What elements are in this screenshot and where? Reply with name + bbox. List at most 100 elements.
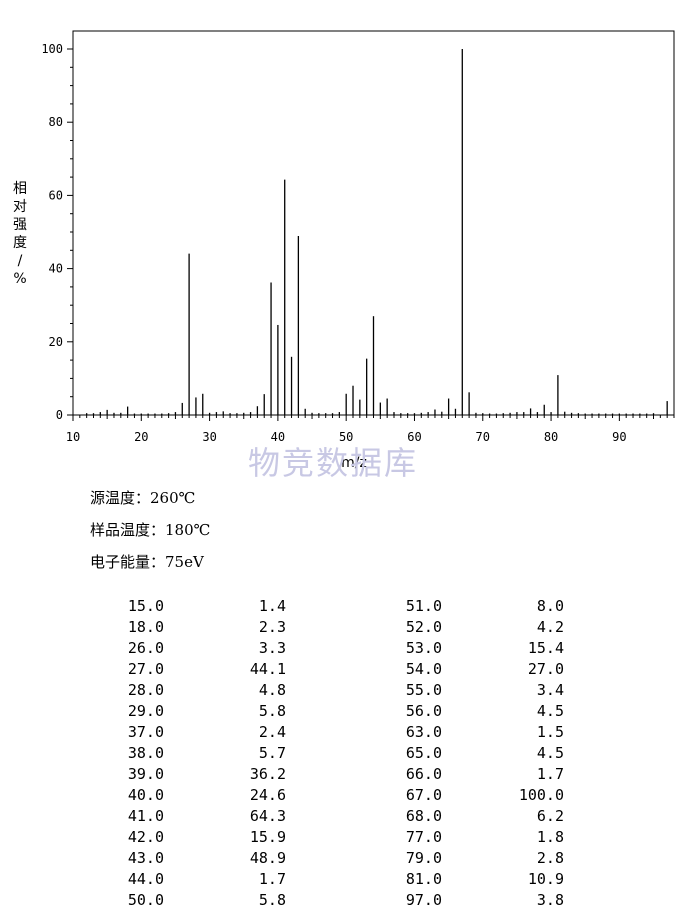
peak-mz: 77.0 [405, 828, 442, 846]
y-tick-label: 0 [56, 408, 63, 422]
peak-table-row: 50.0 5.8 [86, 890, 286, 911]
source-temperature: 源温度：260℃ [90, 487, 195, 508]
peak-table-row: 77.0 1.8 [364, 827, 564, 848]
peak-abundance: 5.7 [258, 744, 286, 762]
peak-abundance: 4.5 [536, 744, 564, 762]
peak-table-row: 54.0 27.0 [364, 659, 564, 680]
peak-abundance: 64.3 [249, 807, 286, 825]
peak-abundance: 4.8 [258, 681, 286, 699]
peak-table-row: 56.0 4.5 [364, 701, 564, 722]
peak-abundance: 24.6 [249, 786, 286, 804]
peak-table-row: 66.0 1.7 [364, 764, 564, 785]
peak-mz: 81.0 [405, 870, 442, 888]
x-axis-label: m/z [341, 455, 367, 471]
peak-mz: 27.0 [127, 660, 164, 678]
peak-table-row: 44.0 1.7 [86, 869, 286, 890]
peak-abundance: 1.7 [536, 765, 564, 783]
peak-table-row: 42.0 15.9 [86, 827, 286, 848]
peak-table-row: 68.0 6.2 [364, 806, 564, 827]
peak-abundance: 3.3 [258, 639, 286, 657]
peak-table-row: 53.0 15.4 [364, 638, 564, 659]
peak-mz: 63.0 [405, 723, 442, 741]
peak-mz: 42.0 [127, 828, 164, 846]
peak-table-row: 29.0 5.8 [86, 701, 286, 722]
peak-table-row: 39.0 36.2 [86, 764, 286, 785]
peak-abundance: 10.9 [527, 870, 564, 888]
peak-table-row: 81.0 10.9 [364, 869, 564, 890]
peak-table-row: 38.0 5.7 [86, 743, 286, 764]
peak-mz: 41.0 [127, 807, 164, 825]
peak-abundance: 5.8 [258, 702, 286, 720]
x-tick-label: 90 [612, 430, 626, 444]
peak-table-row: 43.0 48.9 [86, 848, 286, 869]
peak-mz: 67.0 [405, 786, 442, 804]
peak-abundance: 44.1 [249, 660, 286, 678]
x-tick-label: 20 [134, 430, 148, 444]
electron-energy-label: 电子能量： [90, 553, 166, 571]
y-tick-label: 20 [49, 335, 63, 349]
peak-abundance: 1.8 [536, 828, 564, 846]
peak-abundance: 2.8 [536, 849, 564, 867]
peak-abundance: 15.9 [249, 828, 286, 846]
sample-temperature: 样品温度：180℃ [90, 519, 210, 540]
peak-mz: 66.0 [405, 765, 442, 783]
peak-table-row: 37.0 2.4 [86, 722, 286, 743]
peak-table-row: 63.0 1.5 [364, 722, 564, 743]
peak-table-row: 79.0 2.8 [364, 848, 564, 869]
peak-mz: 38.0 [127, 744, 164, 762]
sample-temperature-label: 样品温度： [90, 521, 166, 539]
peak-abundance: 6.2 [536, 807, 564, 825]
peak-bars [86, 49, 668, 415]
peak-table-row: 41.0 64.3 [86, 806, 286, 827]
peak-mz: 52.0 [405, 618, 442, 636]
peak-mz: 97.0 [405, 891, 442, 909]
y-tick-label: 40 [49, 262, 63, 276]
peak-mz: 55.0 [405, 681, 442, 699]
y-tick-label: 100 [41, 42, 63, 56]
peak-mz: 15.0 [127, 597, 164, 615]
x-tick-label: 50 [339, 430, 353, 444]
peak-mz: 39.0 [127, 765, 164, 783]
peak-abundance: 1.7 [258, 870, 286, 888]
y-tick-label: 60 [49, 188, 63, 202]
x-axis: 10 20 30 40 50 60 70 80 90 [66, 415, 675, 444]
peak-abundance: 1.5 [536, 723, 564, 741]
peak-abundance: 5.8 [258, 891, 286, 909]
peak-mz: 44.0 [127, 870, 164, 888]
electron-energy: 电子能量：75eV [90, 551, 204, 572]
mass-spectrum-chart: 0 20 40 60 80 100 10 20 30 40 50 60 70 80 90 相对强度/% m… [13, 30, 675, 471]
y-tick-label: 80 [49, 115, 63, 129]
peak-mz: 29.0 [127, 702, 164, 720]
peak-table-row: 27.0 44.1 [86, 659, 286, 680]
peak-mz: 54.0 [405, 660, 442, 678]
peak-table-row: 28.0 4.8 [86, 680, 286, 701]
peak-mz: 79.0 [405, 849, 442, 867]
peak-mz: 56.0 [405, 702, 442, 720]
peak-table-row: 55.0 3.4 [364, 680, 564, 701]
peak-abundance: 4.2 [536, 618, 564, 636]
peak-abundance: 3.8 [536, 891, 564, 909]
x-tick-label: 60 [407, 430, 421, 444]
x-tick-label: 30 [202, 430, 216, 444]
peak-abundance: 15.4 [527, 639, 564, 657]
peak-mz: 43.0 [127, 849, 164, 867]
peak-table-row: 40.0 24.6 [86, 785, 286, 806]
peak-mz: 50.0 [127, 891, 164, 909]
peak-abundance: 3.4 [536, 681, 564, 699]
x-tick-label: 80 [544, 430, 558, 444]
peak-abundance: 36.2 [249, 765, 286, 783]
peak-table-row: 18.0 2.3 [86, 617, 286, 638]
electron-energy-value: 75eV [165, 553, 204, 571]
watermark: 物竞数据库 [248, 444, 419, 482]
peak-table-left: 15.0 1.4 18.0 2.3 26.0 3.3 27.0 44.1 28.0 4.8 29.0… [86, 596, 286, 911]
peak-mz: 51.0 [405, 597, 442, 615]
x-tick-label: 40 [271, 430, 285, 444]
sample-temperature-value: 180℃ [165, 521, 211, 539]
peak-abundance: 8.0 [536, 597, 564, 615]
source-temperature-value: 260℃ [150, 489, 196, 507]
peak-table-right: 51.0 8.0 52.0 4.2 53.0 15.4 54.0 27.0 55.0 3.4 56.… [364, 596, 564, 911]
peak-table-row: 15.0 1.4 [86, 596, 286, 617]
peak-abundance: 2.3 [258, 618, 286, 636]
peak-table-row: 67.0 100.0 [364, 785, 564, 806]
peak-abundance: 4.5 [536, 702, 564, 720]
